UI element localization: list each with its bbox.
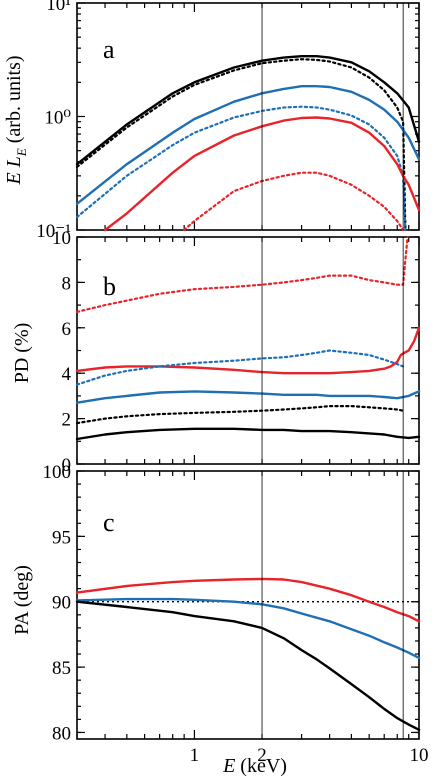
panel-c-series (75, 577, 421, 731)
panel-b-series-blue-solid (75, 390, 421, 404)
panel-a-ytick-label: 10¹ (46, 0, 71, 15)
panel-a-series-red-dotted (183, 171, 405, 232)
panel-c-series-blue-solid (75, 597, 421, 660)
panel-b-series-red-dotted (75, 235, 409, 313)
panel-b-ytick-label: 4 (62, 364, 72, 385)
panel-c-series-red-solid (75, 577, 421, 623)
panel-a-series-black-dotted (75, 58, 407, 232)
panel-c-frame (76, 470, 420, 740)
panel-b-ytick-label: 10 (52, 228, 71, 249)
panel-c-ticks: 80 85 90 95 100 1 2 10 (43, 462, 429, 766)
panel-c-ylabel: PA (deg) (11, 565, 33, 635)
panel-c-ytick-label: 80 (52, 723, 71, 744)
panel-a-ticks: 10⁻¹ 10⁰ 10¹ (36, 0, 420, 242)
panel-b-ytick-label: 8 (62, 273, 72, 294)
panel-a-ylabel-unit: (arb. units) (3, 55, 25, 148)
panel-b-series-black-dotted (75, 405, 405, 425)
panel-a-series-black-solid (75, 55, 421, 166)
panel-b-ytick-label: 6 (62, 319, 72, 340)
panel-c: c PA (deg) 80 85 90 95 100 1 2 10 (11, 462, 429, 766)
panel-c-ytick-label: 85 (52, 658, 71, 679)
panel-a-letter: a (103, 35, 115, 64)
panel-a-series-blue-dotted (75, 105, 407, 232)
x-tick-label: 2 (257, 745, 267, 766)
x-tick-label: 10 (410, 745, 429, 766)
panel-b-ticks: 0 2 4 6 8 10 (52, 228, 420, 476)
panel-a-ylabel: E LE (arb. units) (3, 55, 29, 185)
x-axis-title-var: E (222, 755, 235, 777)
panel-a-title: E LE (arb. units) (3, 55, 29, 185)
panel-b-series-black-solid (75, 427, 421, 441)
panel-b-series (75, 235, 421, 441)
panel-a: a E LE (arb. units) 10⁻¹ 10⁰ 10¹ (3, 0, 421, 242)
x-tick-label: 1 (190, 745, 200, 766)
panel-a-ylabel-main: E L (3, 156, 25, 185)
panel-a-series-blue-solid (75, 84, 421, 206)
panel-b-ytick-label: 2 (62, 410, 72, 431)
panel-c-series-black-solid (75, 600, 421, 731)
x-axis-title-unit: (keV) (235, 755, 287, 777)
panel-a-ytick-label: 10⁰ (44, 108, 71, 129)
panel-b-series-red-solid (75, 326, 421, 375)
panel-a-ylabel-sub: E (14, 148, 29, 157)
panel-b-ylabel: PD (%) (11, 323, 33, 384)
vertical-reference-lines (261, 3, 404, 739)
panel-b: b PD (%) 0 2 4 6 8 10 (11, 228, 421, 476)
panel-b-letter: b (103, 272, 116, 301)
panel-c-letter: c (103, 508, 115, 537)
panel-b-ytick-label: 0 (62, 455, 72, 476)
panel-a-series (75, 55, 421, 232)
panel-c-ytick-label: 95 (52, 527, 71, 548)
panel-c-ytick-label: 90 (52, 593, 71, 614)
panel-a-ytick-label: 10⁻¹ (36, 221, 71, 242)
panel-c-ytick-label: 100 (43, 462, 72, 483)
x-axis-title: E (keV) (222, 755, 287, 777)
panel-b-series-blue-dotted (75, 349, 405, 386)
panel-a-series-red-solid (103, 116, 421, 232)
